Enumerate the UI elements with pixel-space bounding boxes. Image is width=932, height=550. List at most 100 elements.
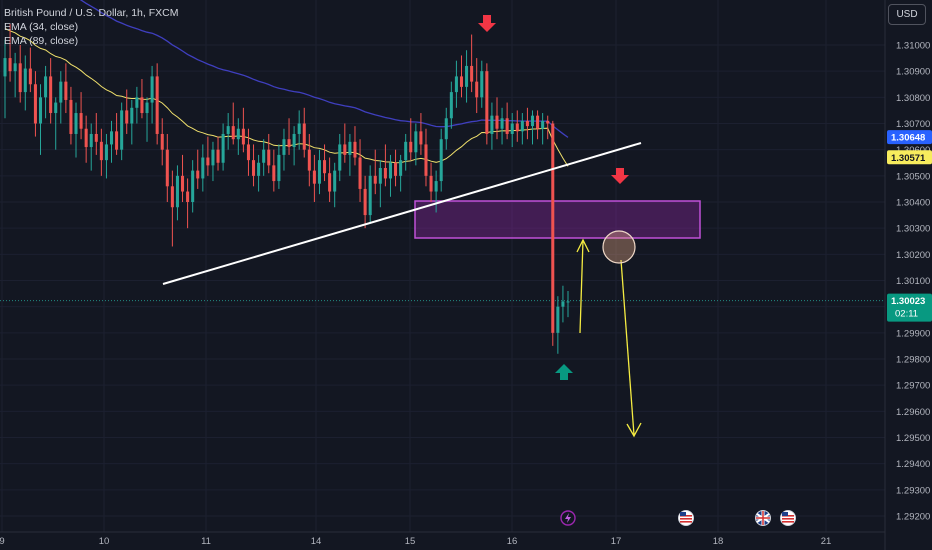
price-tick-label: 1.30100 xyxy=(896,276,930,287)
candle-body xyxy=(429,175,433,192)
last-price-tag-bg xyxy=(887,293,932,322)
target-circle[interactable] xyxy=(602,230,636,264)
candle-body xyxy=(546,120,550,124)
candle-body xyxy=(241,128,245,145)
price-tick-label: 1.29900 xyxy=(896,328,930,339)
lightning-glyph xyxy=(565,513,571,523)
flag-stripe xyxy=(782,518,794,520)
candle-body xyxy=(13,63,17,72)
candle-body xyxy=(434,181,438,192)
price-tick-label: 1.29400 xyxy=(896,459,930,470)
candle-body xyxy=(69,99,73,134)
time-tick-label: 11 xyxy=(201,536,211,547)
ema89-price-tag: 1.30648 xyxy=(891,133,925,144)
price-tick-label: 1.29500 xyxy=(896,433,930,444)
time-tick-label: 18 xyxy=(713,536,724,547)
countdown-label: 02:11 xyxy=(895,309,918,320)
candle-body xyxy=(89,133,93,148)
candle-body xyxy=(18,63,22,93)
candle-body xyxy=(495,115,499,129)
ema34-legend: EMA (34, close) xyxy=(4,21,79,33)
candle-body xyxy=(358,157,362,189)
candle-body xyxy=(211,149,215,166)
candle-body xyxy=(505,118,509,134)
candle-body xyxy=(221,133,225,163)
trendline[interactable] xyxy=(162,142,642,285)
supply-zone-rect[interactable] xyxy=(414,200,701,239)
projection-down-arrowhead xyxy=(626,422,642,438)
last-price-tag: 1.30023 xyxy=(891,296,925,307)
candle-body xyxy=(201,157,205,179)
candle-body xyxy=(515,123,519,132)
candle-body xyxy=(485,71,489,134)
candle-body xyxy=(277,154,281,182)
candle-body xyxy=(510,123,514,134)
flag-stripe xyxy=(782,521,794,523)
candle-body xyxy=(520,120,524,132)
buy-arrow-icon xyxy=(555,364,573,380)
candle-body xyxy=(175,175,179,208)
candle-body xyxy=(404,141,408,161)
candle-body xyxy=(252,160,256,176)
time-tick-label: 14 xyxy=(311,536,322,547)
flag-canton xyxy=(680,512,686,516)
candle-body xyxy=(338,144,342,171)
candle-body xyxy=(28,68,32,85)
candle-body xyxy=(186,191,190,203)
candle-body xyxy=(267,149,271,166)
candle-body xyxy=(272,165,276,182)
candle-body xyxy=(500,118,504,129)
candle-body xyxy=(49,76,53,114)
candle-body xyxy=(94,133,98,142)
projection-up-line[interactable] xyxy=(579,239,584,334)
candle-body xyxy=(444,118,448,140)
candle-body xyxy=(262,149,266,163)
candle-body xyxy=(120,110,124,150)
time-tick-label: 10 xyxy=(99,536,110,547)
price-tick-label: 1.29700 xyxy=(896,381,930,392)
candle-body xyxy=(64,81,68,100)
candle-body xyxy=(459,76,464,87)
flag-cross-red xyxy=(756,511,770,525)
candle-body xyxy=(257,162,261,176)
candle-body xyxy=(145,102,149,114)
candle-body xyxy=(348,141,352,155)
candle-body xyxy=(317,160,321,184)
candle-body xyxy=(109,131,114,145)
price-tick-label: 1.30400 xyxy=(896,198,930,209)
price-tick-label: 1.30800 xyxy=(896,93,930,104)
ema34-price-tag: 1.30571 xyxy=(891,153,926,164)
candle-body xyxy=(125,110,129,124)
candle-body xyxy=(551,123,555,333)
candle-body xyxy=(307,149,311,171)
candle-body xyxy=(328,173,332,192)
ema34-line xyxy=(4,28,569,167)
candle-body xyxy=(480,71,484,98)
flag-canton xyxy=(782,512,788,516)
candle-body xyxy=(155,76,159,134)
time-tick-label: 21 xyxy=(821,536,832,547)
time-tick-label: 16 xyxy=(507,536,518,547)
candle-body xyxy=(449,92,453,119)
candle-body xyxy=(394,162,398,176)
time-tick-label: 15 xyxy=(405,536,416,547)
candle-body xyxy=(191,170,195,203)
candle-body xyxy=(206,157,210,166)
candle-body xyxy=(465,65,469,87)
ema89-line xyxy=(79,0,569,138)
ema89-legend: EMA (89, close) xyxy=(4,35,79,47)
candle-body xyxy=(530,115,535,127)
chart-legend: British Pound / U.S. Dollar, 1h, FXCM EM… xyxy=(4,6,178,48)
candle-body xyxy=(414,131,418,153)
candle-body xyxy=(59,81,63,103)
currency-button[interactable]: USD xyxy=(888,4,926,25)
candle-body xyxy=(378,167,382,184)
projection-down-line[interactable] xyxy=(620,259,635,436)
projection-up-arrowhead xyxy=(576,238,590,253)
candle-body xyxy=(38,97,43,124)
symbol-title: British Pound / U.S. Dollar, 1h, FXCM xyxy=(4,7,179,19)
candle-body xyxy=(150,76,154,103)
candle-body xyxy=(333,170,337,192)
candle-body xyxy=(79,113,83,129)
